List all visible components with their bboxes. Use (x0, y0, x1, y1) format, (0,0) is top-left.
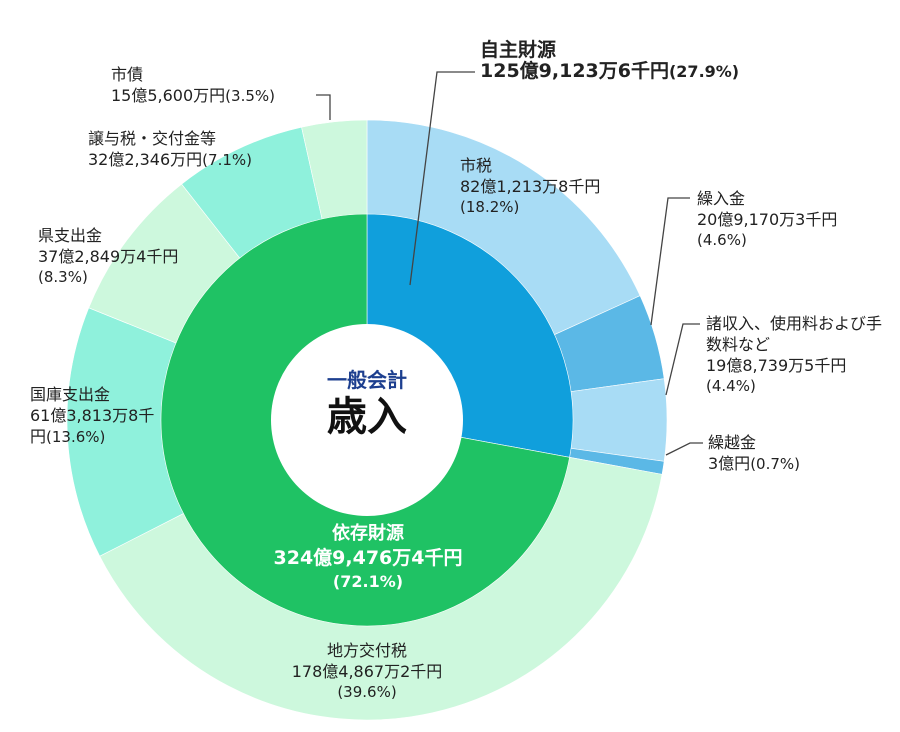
center-subtitle: 一般会計 (327, 368, 407, 392)
label-jishu-percent: (27.9%) (668, 62, 740, 81)
label-kurikoshi-amount-line: 3億円(0.7%) (708, 453, 800, 475)
label-ken-percent: (8.3%) (38, 268, 88, 286)
label-kurireikin-amount: 20億9,170万3千円 (697, 210, 838, 229)
label-shisai-amount: 15億5,600万円 (111, 86, 226, 105)
leader-lines (316, 71, 703, 456)
label-jishu-amount: 125億9,123万6千円 (480, 60, 669, 82)
label-shizei-name: 市税 (460, 156, 493, 175)
label-kurikoshi-amount: 3億円 (708, 454, 751, 473)
label-kurireikin-percent: (4.6%) (697, 231, 747, 249)
leader-line-kurireikin (650, 197, 690, 326)
label-kurireikin: 繰入金 20億9,170万3千円 (4.6%) (697, 188, 837, 251)
label-kokko: 国庫支出金 61億3,813万8千円(13.6%) (30, 384, 160, 448)
label-kokko-name: 国庫支出金 (30, 385, 111, 404)
label-shisai: 市債 15億5,600万円(3.5%) (111, 64, 275, 107)
label-shizei: 市税 82億1,213万8千円 (18.2%) (460, 155, 600, 218)
inner-label-izon-percent: (72.1%) (332, 572, 404, 591)
outer-ring (66, 119, 668, 721)
label-kurireikin-name: 繰入金 (697, 189, 746, 208)
label-jishu: 自主財源 125億9,123万6千円(27.9%) (480, 40, 739, 82)
center-title: 歳入 (327, 394, 407, 440)
label-shisai-name: 市債 (111, 65, 144, 84)
label-chihokofuzei: 地方交付税 178億4,867万2千円 (39.6%) (262, 640, 472, 703)
outer-slice-2 (569, 378, 668, 462)
label-ken-amount: 37億2,849万4千円 (38, 247, 179, 266)
label-ken-name: 県支出金 (38, 226, 103, 245)
label-joyozei-percent: (7.1%) (202, 151, 252, 169)
label-kurikoshi-percent: (0.7%) (750, 455, 800, 473)
leader-line-shoshunyu (665, 323, 700, 396)
label-shisai-percent: (3.5%) (225, 87, 275, 105)
leader-line-jishu (409, 71, 475, 286)
label-chihokofuzei-amount: 178億4,867万2千円 (291, 662, 443, 681)
label-shizei-amount: 82億1,213万8千円 (460, 177, 601, 196)
inner-label-izon-amount: 324億9,476万4千円 (273, 547, 463, 569)
inner-label-izon: 依存財源 324億9,476万4千円 (72.1%) (268, 522, 468, 592)
label-shoshunyu-name: 諸収入、使用料および手数料など (706, 314, 883, 354)
label-shoshunyu: 諸収入、使用料および手数料など 19億8,739万5千円 (4.4%) (706, 313, 896, 397)
label-shoshunyu-percent: (4.4%) (706, 377, 756, 395)
label-kurikoshi: 繰越金 3億円(0.7%) (708, 432, 800, 475)
label-kokko-amount-line: 61億3,813万8千円(13.6%) (30, 405, 160, 448)
label-kurikoshi-name: 繰越金 (708, 433, 757, 452)
label-joyozei-amount: 32億2,346万円 (88, 150, 203, 169)
leader-line-kurikoshi (665, 442, 703, 456)
label-jishu-amount-line: 125億9,123万6千円(27.9%) (480, 61, 739, 82)
label-shoshunyu-amount: 19億8,739万5千円 (706, 356, 847, 375)
label-kokko-amount: 61億3,813万8千円 (30, 406, 155, 446)
leader-line-shisai (316, 94, 331, 120)
inner-label-izon-name: 依存財源 (332, 523, 404, 544)
label-joyozei: 譲与税・交付金等 32億2,346万円(7.1%) (88, 128, 252, 171)
label-jishu-name: 自主財源 (480, 39, 557, 61)
label-ken: 県支出金 37億2,849万4千円 (8.3%) (38, 225, 178, 288)
label-chihokofuzei-percent: (39.6%) (337, 683, 397, 701)
label-shisai-amount-line: 15億5,600万円(3.5%) (111, 85, 275, 107)
chart-center-label: 一般会計 歳入 (312, 368, 422, 442)
center-hole (271, 324, 463, 516)
label-kokko-percent: (13.6%) (46, 428, 106, 446)
label-joyozei-amount-line: 32億2,346万円(7.1%) (88, 149, 252, 171)
label-chihokofuzei-name: 地方交付税 (326, 641, 407, 660)
label-shizei-percent: (18.2%) (460, 198, 520, 216)
label-joyozei-name: 譲与税・交付金等 (88, 129, 217, 148)
